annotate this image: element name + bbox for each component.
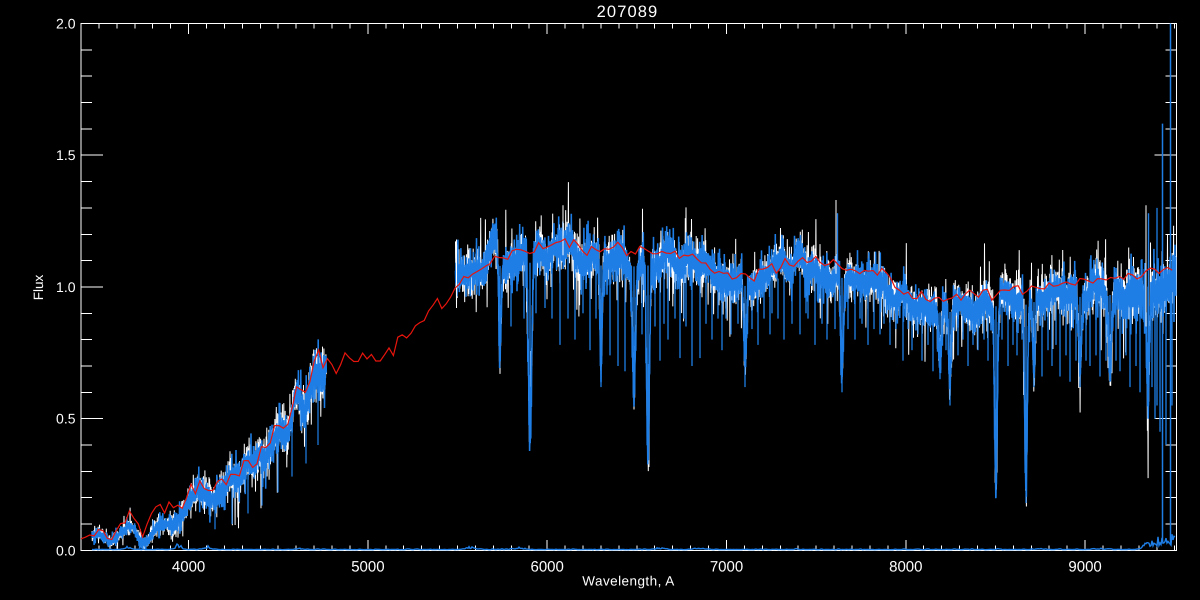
svg-text:5000: 5000 [351,559,384,576]
svg-text:1.5: 1.5 [56,147,76,163]
svg-text:Wavelength, A: Wavelength, A [582,574,674,589]
svg-text:2.0: 2.0 [56,16,76,32]
svg-text:9000: 9000 [1068,559,1101,576]
svg-text:8000: 8000 [889,559,922,576]
svg-text:1.0: 1.0 [56,279,76,295]
svg-text:0.0: 0.0 [56,542,76,558]
svg-text:6000: 6000 [531,559,564,576]
svg-text:207089: 207089 [597,3,659,21]
svg-text:Flux: Flux [31,275,46,301]
svg-text:4000: 4000 [172,559,205,576]
svg-text:7000: 7000 [710,559,743,576]
svg-text:0.5: 0.5 [56,411,76,427]
